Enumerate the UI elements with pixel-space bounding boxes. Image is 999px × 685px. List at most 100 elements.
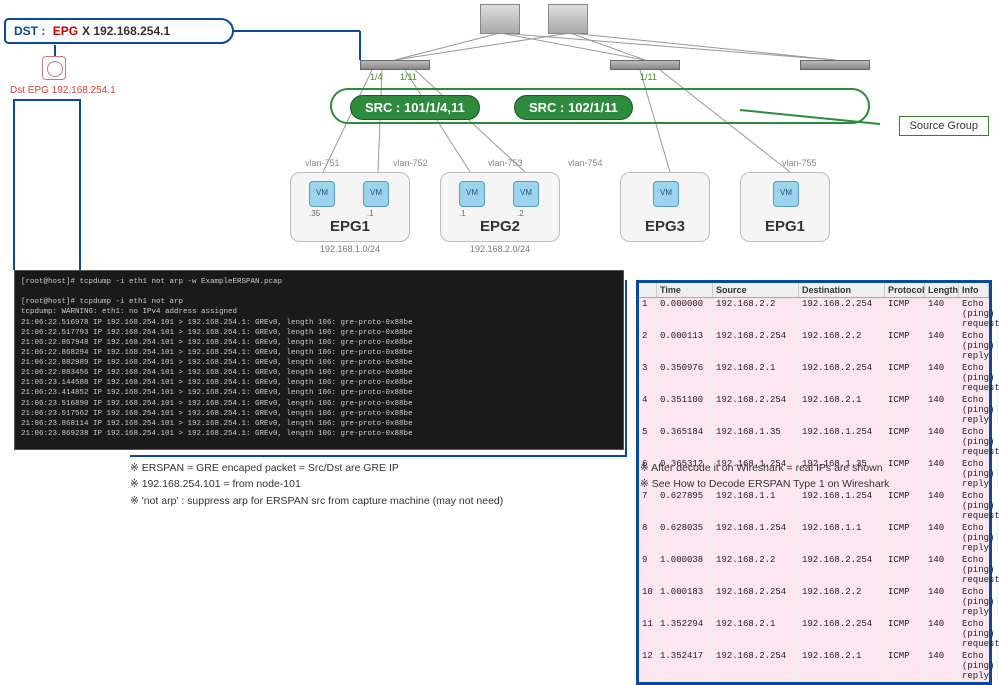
ws-cell: 140 <box>925 586 959 618</box>
vlan-1: vlan-751 <box>305 158 340 168</box>
source-group-label: Source Group <box>899 116 989 136</box>
ws-cell: 0.365184 <box>657 426 713 458</box>
vm-icon: VM <box>773 181 799 207</box>
ws-cell: 192.168.2.1 <box>713 362 799 394</box>
ws-cell: Echo (ping) request <box>959 618 999 650</box>
wireshark-row: 80.628035192.168.1.254192.168.1.1ICMP140… <box>639 522 989 554</box>
notes-right: ※ After decode it on Wireshark = real IP… <box>640 460 889 493</box>
vm-icon: VM <box>459 181 485 207</box>
ws-cell: 0.350976 <box>657 362 713 394</box>
ws-cell: 140 <box>925 618 959 650</box>
ws-cell: 2 <box>639 330 657 362</box>
wireshark-row: 10.000000192.168.2.2192.168.2.254ICMP140… <box>639 298 989 330</box>
ws-cell: 140 <box>925 458 959 490</box>
vlan-3: vlan-753 <box>488 158 523 168</box>
dst-epg: EPG <box>53 24 78 38</box>
ws-cell: 11 <box>639 618 657 650</box>
epg-label: EPG1 <box>741 218 829 235</box>
ws-cell: Echo (ping) reply <box>959 458 998 490</box>
ws-cell: 12 <box>639 650 657 682</box>
notes-left: ※ ERSPAN = GRE encaped packet = Src/Dst … <box>130 460 503 509</box>
spine-switch-1 <box>480 4 520 34</box>
wireshark-row: 40.351100192.168.2.254192.168.2.1ICMP140… <box>639 394 989 426</box>
col-src: Source <box>713 283 799 297</box>
ws-cell: 192.168.2.254 <box>799 298 885 330</box>
ws-cell: ICMP <box>885 618 925 650</box>
ws-cell: Echo (ping) request <box>959 362 999 394</box>
epg-box-2: VM VM .1 .2 EPG2 <box>440 172 560 242</box>
dst-x: X <box>82 24 90 38</box>
ws-cell: ICMP <box>885 490 925 522</box>
vm-icon: VM <box>363 181 389 207</box>
ws-cell: 192.168.2.254 <box>713 586 799 618</box>
ws-cell: 1.352294 <box>657 618 713 650</box>
ws-cell: 0.627895 <box>657 490 713 522</box>
wireshark-row: 30.350976192.168.2.1192.168.2.254ICMP140… <box>639 362 989 394</box>
ws-cell: 9 <box>639 554 657 586</box>
ws-cell: 192.168.1.254 <box>713 522 799 554</box>
ws-cell: ICMP <box>885 426 925 458</box>
ws-cell: 192.168.2.254 <box>799 618 885 650</box>
ws-cell: 192.168.1.1 <box>713 490 799 522</box>
note: ※ 192.168.254.101 = from node-101 <box>130 476 503 492</box>
epg-label: EPG1 <box>291 218 409 235</box>
ws-cell: 3 <box>639 362 657 394</box>
ws-cell: 140 <box>925 426 959 458</box>
ws-cell: ICMP <box>885 362 925 394</box>
ws-cell: Echo (ping) reply <box>959 586 998 618</box>
wireshark-row: 111.352294192.168.2.1192.168.2.254ICMP14… <box>639 618 989 650</box>
leaf-switch-101 <box>360 60 430 70</box>
col-num <box>639 283 657 297</box>
leaf-switch-102 <box>610 60 680 70</box>
ws-cell: ICMP <box>885 458 925 490</box>
note: ※ ERSPAN = GRE encaped packet = Src/Dst … <box>130 460 503 476</box>
ws-cell: Echo (ping) reply <box>959 522 998 554</box>
ws-cell: 0.628035 <box>657 522 713 554</box>
ws-cell: 0.000113 <box>657 330 713 362</box>
ws-cell: 1 <box>639 298 657 330</box>
col-info: Info <box>959 283 989 297</box>
wireshark-row: 121.352417192.168.2.254192.168.2.1ICMP14… <box>639 650 989 682</box>
subnet-2: 192.168.2.0/24 <box>470 244 530 254</box>
ws-cell: 192.168.2.254 <box>713 650 799 682</box>
epg-box-3: VM EPG3 <box>620 172 710 242</box>
ws-cell: 192.168.2.2 <box>799 330 885 362</box>
ws-cell: 192.168.2.254 <box>713 394 799 426</box>
leaf-switch-103 <box>800 60 870 70</box>
note: ※ 'not arp' : suppress arp for ERSPAN sr… <box>130 493 503 509</box>
dst-capsule: DST : EPG X 192.168.254.1 <box>4 18 234 44</box>
terminal-output: [root@host]# tcpdump -i eth1 not arp -w … <box>14 270 624 450</box>
wireshark-row: 50.365184192.168.1.35192.168.1.254ICMP14… <box>639 426 989 458</box>
ws-cell: 1.000183 <box>657 586 713 618</box>
ws-cell: 1.352417 <box>657 650 713 682</box>
ws-cell: 192.168.1.254 <box>799 426 885 458</box>
ws-cell: Echo (ping) reply <box>959 330 998 362</box>
dst-label: DST : <box>14 24 45 38</box>
ws-cell: Echo (ping) request <box>959 554 999 586</box>
ws-cell: ICMP <box>885 330 925 362</box>
dst-ip: 192.168.254.1 <box>93 24 170 38</box>
ws-cell: 10 <box>639 586 657 618</box>
ws-cell: Echo (ping) request <box>959 426 999 458</box>
col-dst: Destination <box>799 283 885 297</box>
ws-cell: ICMP <box>885 298 925 330</box>
ws-cell: ICMP <box>885 554 925 586</box>
port-label-3: 1/11 <box>640 72 657 82</box>
ws-cell: ICMP <box>885 586 925 618</box>
ws-cell: 1.000038 <box>657 554 713 586</box>
epg-label: EPG2 <box>441 218 559 235</box>
note: ※ After decode it on Wireshark = real IP… <box>640 460 889 476</box>
ws-cell: 140 <box>925 362 959 394</box>
wireshark-row: 101.000183192.168.2.254192.168.2.2ICMP14… <box>639 586 989 618</box>
wireshark-row: 91.000038192.168.2.2192.168.2.254ICMP140… <box>639 554 989 586</box>
ws-cell: 192.168.2.1 <box>799 650 885 682</box>
ws-cell: ICMP <box>885 650 925 682</box>
ws-cell: Echo (ping) reply <box>959 650 998 682</box>
vm-ip: .1 <box>459 209 466 218</box>
ws-cell: 140 <box>925 330 959 362</box>
vlan-5: vlan-755 <box>782 158 817 168</box>
vm-icon: VM <box>653 181 679 207</box>
ws-cell: Echo (ping) reply <box>959 394 998 426</box>
wireshark-header: Time Source Destination Protocol Length … <box>639 283 989 298</box>
ws-cell: 0.000000 <box>657 298 713 330</box>
